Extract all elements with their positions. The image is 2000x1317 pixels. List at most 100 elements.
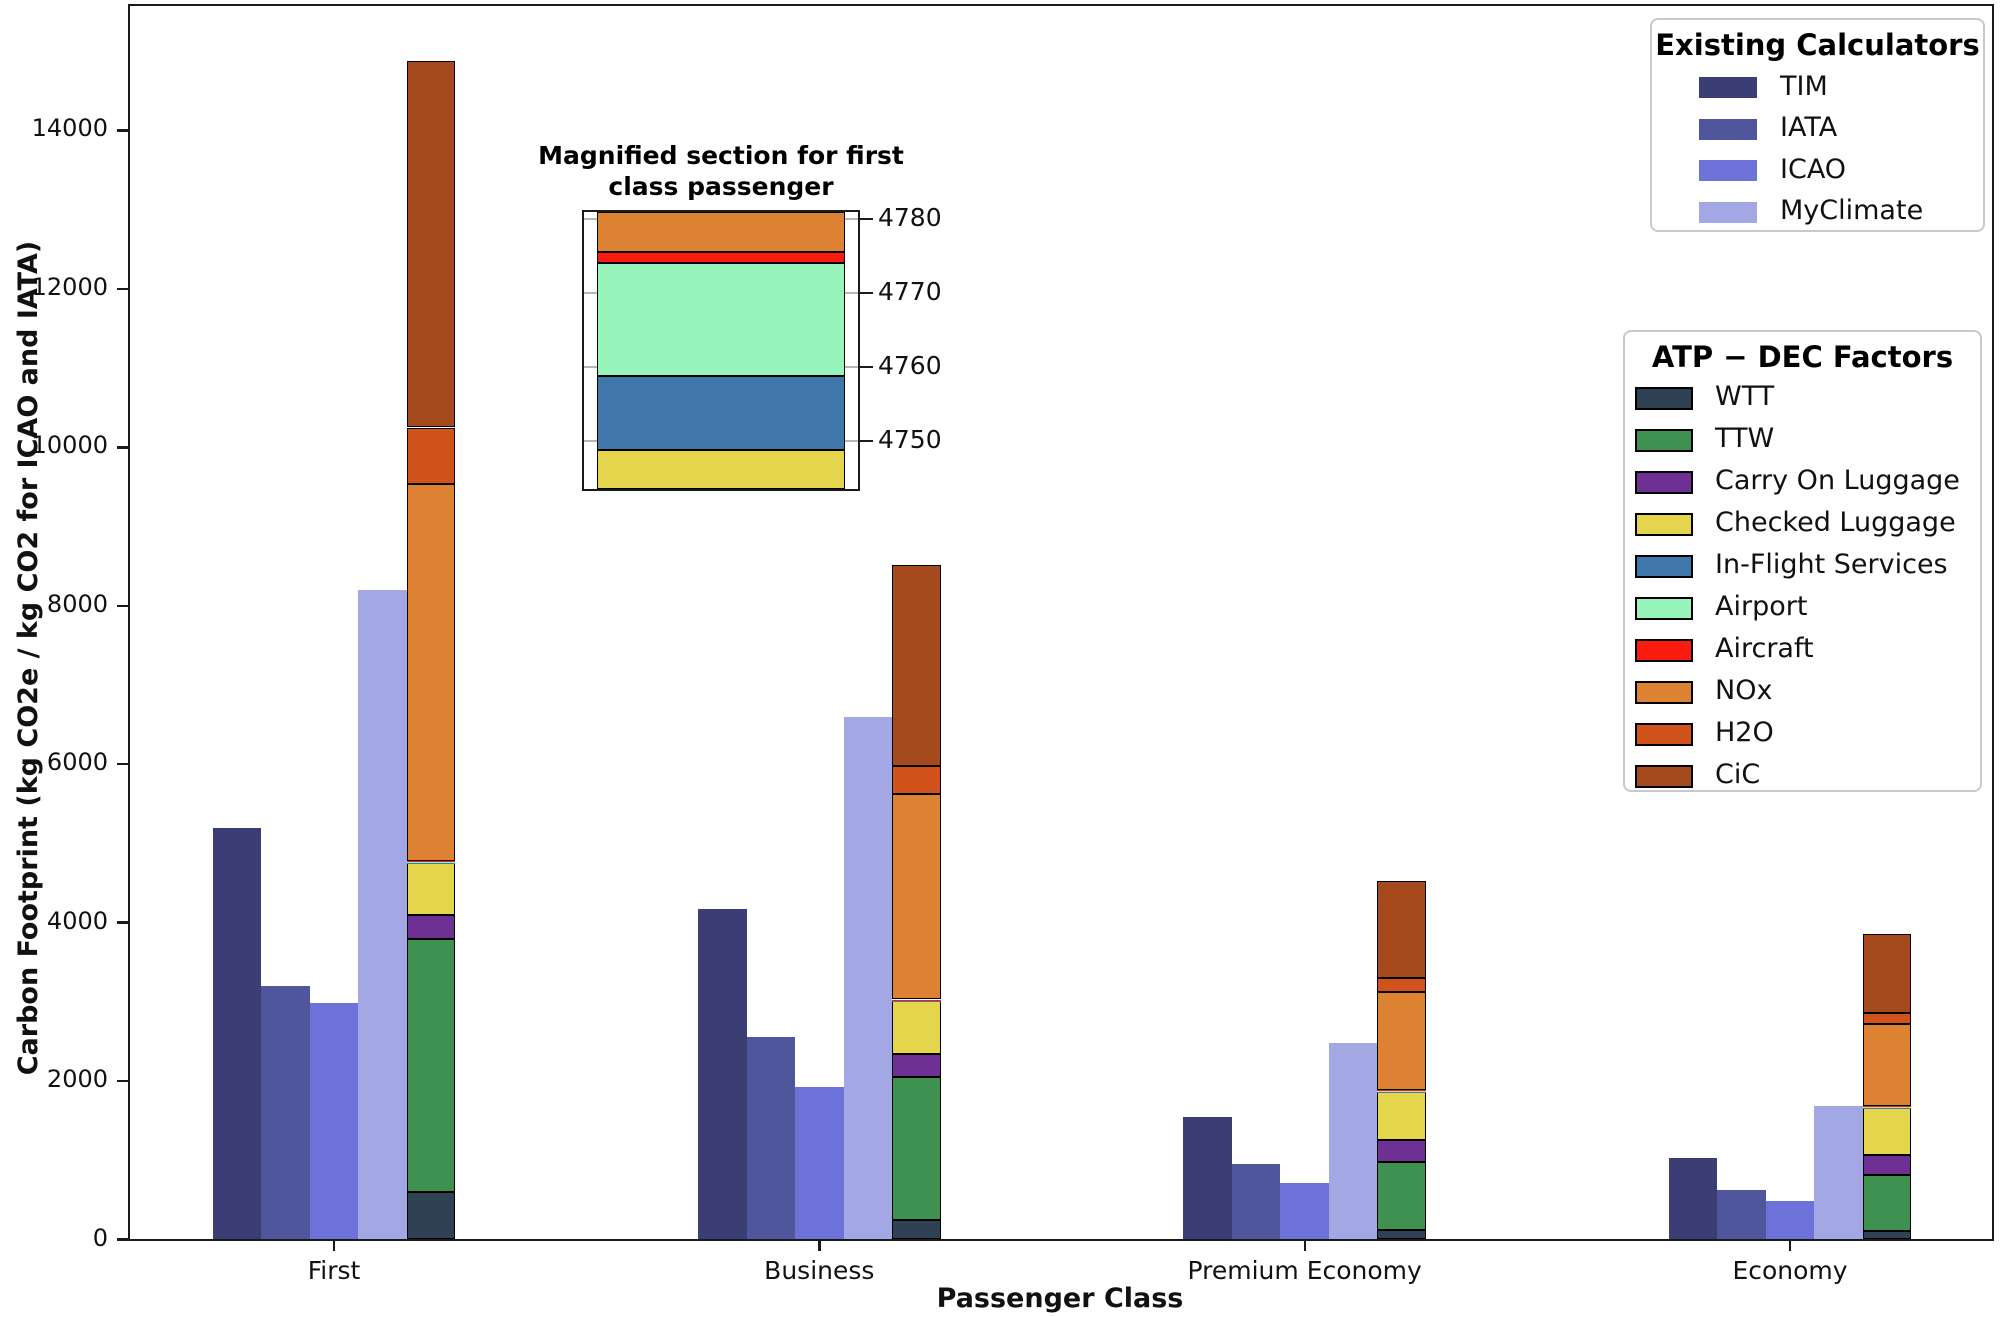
legend-item-in-flight-services: In-Flight Services xyxy=(1625,545,1980,587)
stack-ttw-economy xyxy=(1862,1175,1912,1231)
y-tick-mark xyxy=(117,1079,128,1083)
bar-iata-premium-economy xyxy=(1231,1164,1281,1240)
stack-h2o-business xyxy=(892,765,941,794)
stack-ttw-first xyxy=(406,939,456,1192)
stack-h2o-first xyxy=(406,427,456,484)
y-tick-label: 2000 xyxy=(46,1065,108,1094)
x-tick-label: Business xyxy=(764,1256,875,1285)
legend-swatch-carry-on-luggage xyxy=(1635,470,1693,494)
legend-swatch-tim xyxy=(1699,77,1757,99)
x-tick-mark xyxy=(1788,1240,1792,1251)
bar-myclimate-premium-economy xyxy=(1328,1043,1378,1240)
legend-atp-dec-factors: ATP − DEC Factors WTT TTW Carry On Luggage… xyxy=(1623,330,1982,792)
legend-label-ttw: TTW xyxy=(1715,423,1775,454)
inset-tick-label: 4770 xyxy=(878,277,942,307)
legend-label-iata: IATA xyxy=(1780,112,1838,144)
legend-item-myclimate: MyClimate xyxy=(1652,192,1983,234)
bar-tim-premium-economy xyxy=(1183,1116,1232,1240)
legend-label-cic: CiC xyxy=(1715,759,1761,790)
legend-item-ttw: TTW xyxy=(1625,419,1980,461)
stack-nox-premium-economy xyxy=(1377,992,1426,1091)
stack-airport-economy xyxy=(1862,1106,1912,1108)
bar-icao-business xyxy=(795,1086,844,1240)
bar-tim-business xyxy=(698,909,747,1240)
inset-tick-mark xyxy=(860,292,873,295)
legend-item-carry-on-luggage: Carry On Luggage xyxy=(1625,461,1980,503)
legend-item-cic: CiC xyxy=(1625,755,1980,797)
inset-seg-airport xyxy=(597,262,845,376)
inset-seg-nox xyxy=(597,212,845,252)
legend-swatch-in-flight-services xyxy=(1635,554,1693,578)
stack-in-flight-services-economy xyxy=(1862,1107,1912,1109)
y-tick-label: 6000 xyxy=(46,748,108,777)
y-tick-mark xyxy=(117,762,128,766)
stack-checked-luggage-premium-economy xyxy=(1377,1092,1426,1140)
bar-myclimate-first xyxy=(358,589,407,1240)
legend-item-wtt: WTT xyxy=(1625,377,1980,419)
bar-icao-premium-economy xyxy=(1280,1182,1329,1240)
stack-in-flight-services-first xyxy=(406,862,456,864)
stack-ttw-premium-economy xyxy=(1377,1161,1426,1230)
inset-title-line2: class passenger xyxy=(608,172,834,201)
stack-nox-first xyxy=(406,483,456,862)
legend-swatch-aircraft xyxy=(1635,638,1693,662)
stack-airport-premium-economy xyxy=(1377,1090,1426,1092)
inset-tick-label: 4760 xyxy=(878,351,942,381)
stack-aircraft-economy xyxy=(1862,1106,1912,1107)
legend-swatch-nox xyxy=(1635,680,1693,704)
bar-icao-first xyxy=(309,1003,359,1240)
y-tick-label: 12000 xyxy=(31,272,108,301)
legend-swatch-wtt xyxy=(1635,386,1693,410)
legend-label-in-flight-services: In-Flight Services xyxy=(1715,549,1948,580)
stack-cic-economy xyxy=(1862,933,1912,1013)
stack-checked-luggage-business xyxy=(892,1001,941,1055)
y-tick-label: 4000 xyxy=(46,906,108,935)
bar-myclimate-business xyxy=(843,716,893,1240)
legend-label-icao: ICAO xyxy=(1780,153,1847,185)
stack-nox-economy xyxy=(1862,1024,1912,1107)
inset-title-line1: Magnified section for first xyxy=(538,141,904,170)
inset-tick-mark xyxy=(860,439,873,442)
y-tick-mark xyxy=(117,1238,128,1241)
stack-wtt-business xyxy=(892,1220,941,1240)
legend-label-aircraft: Aircraft xyxy=(1715,633,1814,664)
bar-tim-economy xyxy=(1668,1157,1718,1240)
legend-item-tim: TIM xyxy=(1652,67,1983,109)
x-tick-label: Premium Economy xyxy=(1187,1256,1422,1285)
bar-iata-business xyxy=(746,1036,796,1240)
bar-icao-economy xyxy=(1765,1201,1815,1240)
x-tick-label: Economy xyxy=(1732,1256,1848,1285)
legend-swatch-checked-luggage xyxy=(1635,512,1693,536)
inset-tick-label: 4750 xyxy=(878,424,942,454)
legend-label-tim: TIM xyxy=(1780,70,1828,102)
stack-cic-business xyxy=(892,565,941,766)
stack-h2o-premium-economy xyxy=(1377,978,1426,993)
y-tick-mark xyxy=(117,129,128,132)
legend-label-checked-luggage: Checked Luggage xyxy=(1715,507,1956,538)
inset-title: Magnified section for first class passen… xyxy=(521,140,921,202)
stack-h2o-economy xyxy=(1862,1012,1912,1025)
x-tick-mark xyxy=(818,1240,821,1251)
legend-swatch-h2o xyxy=(1635,722,1693,746)
stack-in-flight-services-premium-economy xyxy=(1377,1091,1426,1093)
legend-label-airport: Airport xyxy=(1715,591,1808,622)
legend-swatch-airport xyxy=(1635,596,1693,620)
legend-label-h2o: H2O xyxy=(1715,717,1774,748)
y-tick-mark xyxy=(117,446,128,449)
stack-carry-on-luggage-business xyxy=(892,1054,941,1078)
bar-tim-first xyxy=(212,827,262,1240)
legend-item-checked-luggage: Checked Luggage xyxy=(1625,503,1980,545)
inset-seg-aircraft xyxy=(597,251,845,263)
inset-tick-label: 4780 xyxy=(878,203,942,233)
plot-area-frame xyxy=(128,4,1994,1241)
inset-seg-checked-luggage xyxy=(597,449,845,489)
legend-label-myclimate: MyClimate xyxy=(1780,195,1924,227)
legend-item-nox: NOx xyxy=(1625,671,1980,713)
stack-aircraft-first xyxy=(406,861,456,862)
stack-wtt-economy xyxy=(1862,1230,1912,1240)
x-axis-title: Passenger Class xyxy=(936,1283,1184,1314)
inset-tick-mark xyxy=(860,366,873,369)
